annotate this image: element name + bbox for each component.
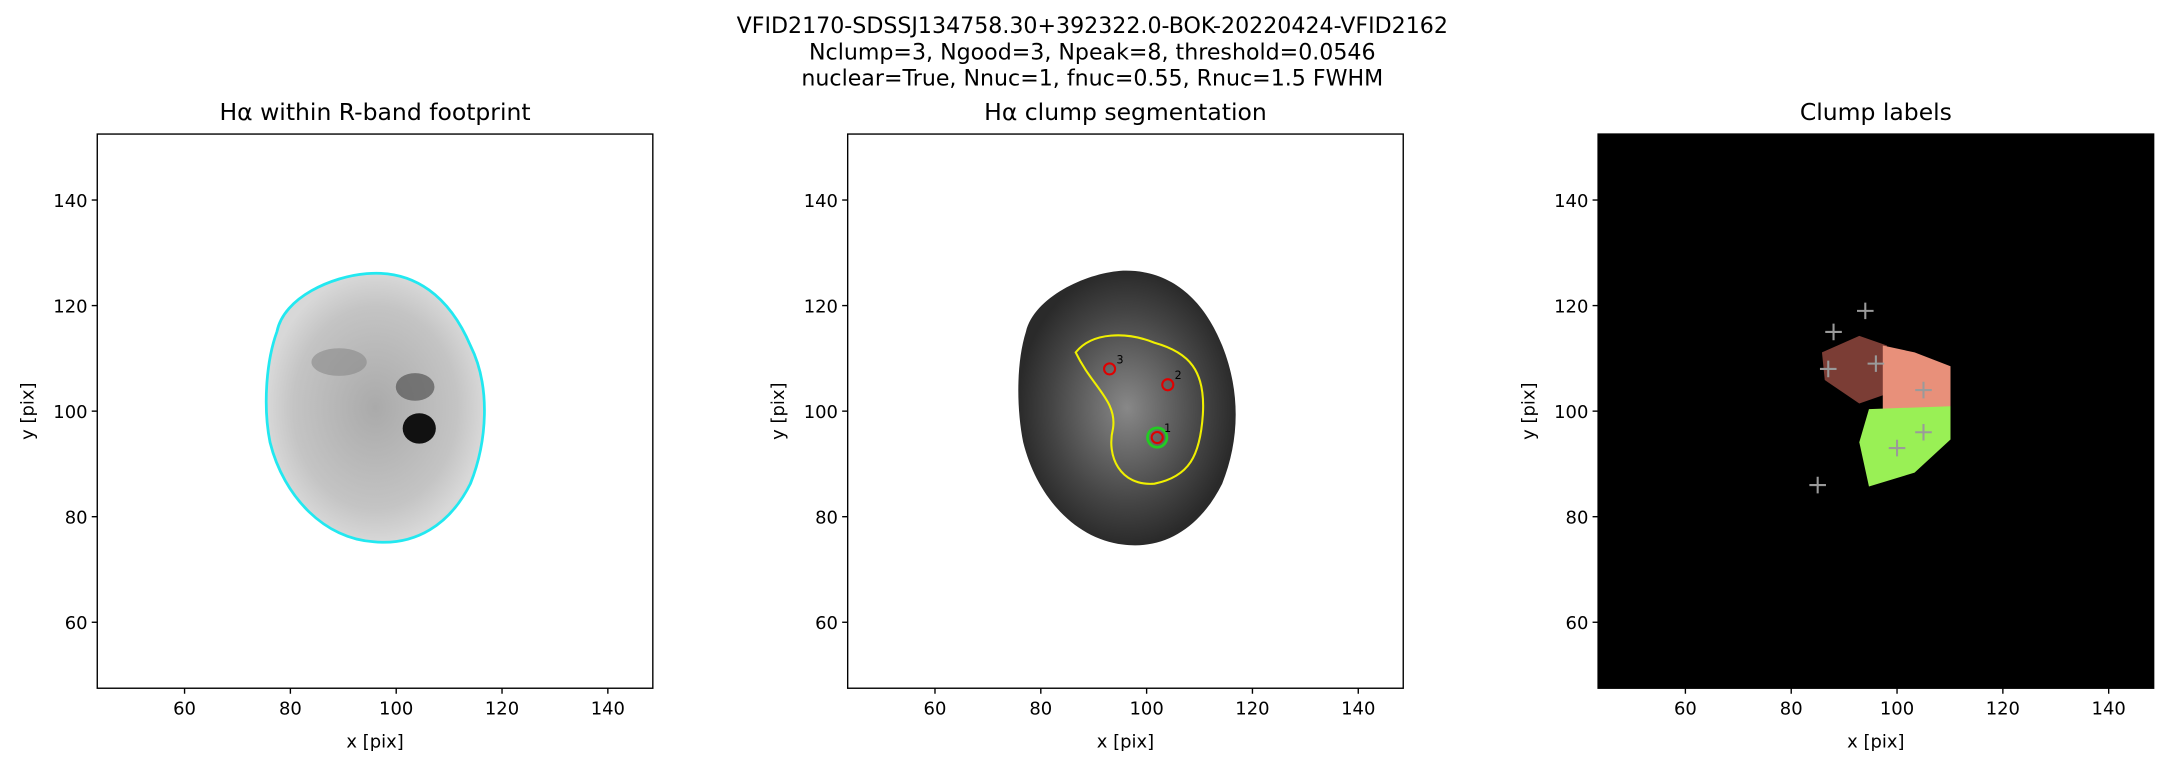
y-tick-label: 60	[65, 613, 88, 634]
y-tick-label: 120	[1554, 296, 1588, 317]
clump-label: 2	[1175, 369, 1182, 382]
clump-label: 3	[1116, 353, 1123, 366]
y-tick-label: 80	[1566, 508, 1589, 529]
y-tick-label: 140	[53, 191, 87, 212]
y-tick-label: 100	[53, 402, 87, 423]
panel-title: Clump labels	[1800, 98, 1952, 126]
peak	[1856, 302, 1874, 320]
x-tick-label: 120	[1235, 698, 1269, 719]
peak	[1867, 355, 1885, 372]
x-axis-label: x [pix]	[1847, 732, 1904, 753]
x-tick-label: 80	[1780, 698, 1803, 719]
suptitle: Nclump=3, Ngood=3, Npeak=8, threshold=0.…	[809, 39, 1376, 65]
axes-frame	[1597, 133, 2155, 689]
peak	[1809, 476, 1826, 494]
x-tick-label: 120	[485, 698, 519, 719]
x-tick-label: 100	[379, 698, 413, 719]
axes-frame	[846, 133, 1404, 689]
image-3	[1598, 134, 2154, 689]
x-axis-label: x [pix]	[346, 732, 403, 753]
y-tick-label: 120	[53, 296, 87, 317]
panel-title: Hα within R-band footprint	[219, 98, 530, 126]
x-tick-label: 80	[1029, 698, 1052, 719]
x-tick-label: 80	[279, 698, 302, 719]
y-tick-label: 100	[804, 402, 838, 423]
clump-label: 1	[1164, 422, 1171, 435]
y-tick-label: 140	[804, 191, 838, 212]
axes-frame	[96, 133, 654, 689]
plots: Hα within R-band footprint x [pix] y [pix]…	[18, 98, 2155, 753]
y-tick-label: 120	[804, 296, 838, 317]
x-tick-label: 140	[591, 698, 625, 719]
x-tick-label: 60	[924, 698, 947, 719]
y-axis-label: y [pix]	[18, 382, 39, 439]
x-tick-label: 140	[2092, 698, 2126, 719]
x-tick-label: 120	[1986, 698, 2020, 719]
peak	[1825, 323, 1842, 341]
y-tick-label: 100	[1554, 402, 1588, 423]
peak	[1915, 381, 1932, 399]
x-tick-label: 60	[173, 698, 196, 719]
y-tick-label: 80	[65, 508, 88, 529]
y-axis-label: y [pix]	[1519, 382, 1540, 439]
peak	[1888, 439, 1906, 457]
y-tick-label: 60	[1566, 613, 1589, 634]
y-tick-label: 140	[1554, 191, 1588, 212]
x-axis-label: x [pix]	[1097, 732, 1154, 753]
peak	[1819, 360, 1837, 378]
suptitle: nuclear=True, Nnuc=1, fnuc=0.55, Rnuc=1.…	[801, 66, 1383, 92]
x-tick-label: 140	[1341, 698, 1375, 719]
y-tick-label: 80	[815, 508, 838, 529]
image-2	[1018, 270, 1236, 546]
y-tick-label: 60	[815, 613, 838, 634]
peak	[1915, 423, 1932, 441]
clump	[1161, 378, 1175, 392]
image-1	[264, 271, 486, 544]
suptitle: VFID2170-SDSSJ134758.30+392322.0-BOK-202…	[737, 13, 1448, 39]
y-axis-label: y [pix]	[768, 382, 789, 439]
x-tick-label: 100	[1129, 698, 1163, 719]
clump	[1103, 362, 1117, 376]
x-tick-label: 100	[1880, 698, 1914, 719]
nucleus	[1146, 426, 1169, 449]
panel-title: Hα clump segmentation	[984, 98, 1267, 126]
x-tick-label: 60	[1674, 698, 1697, 719]
clump	[1150, 430, 1164, 445]
